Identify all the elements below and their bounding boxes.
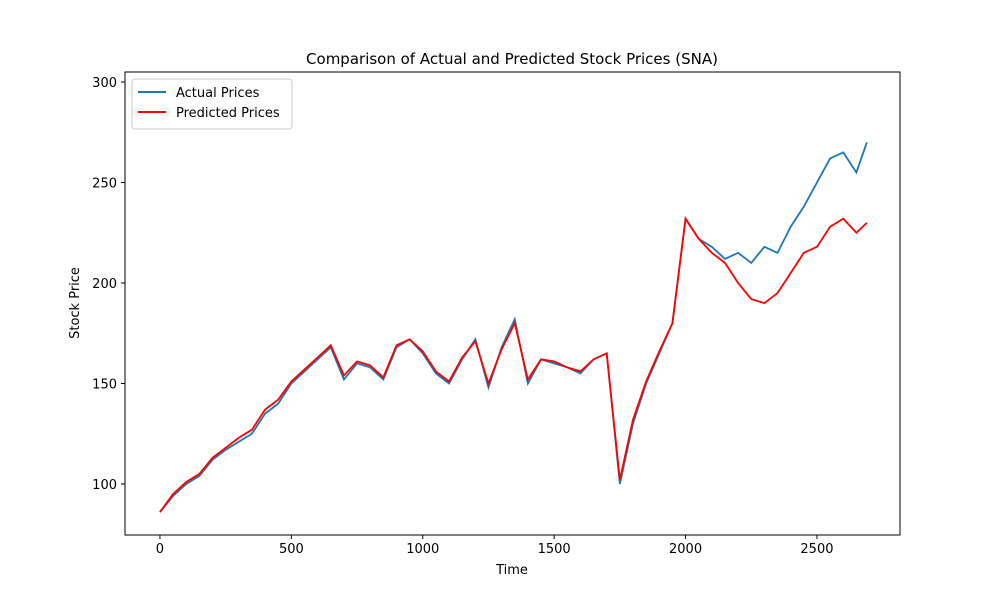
data-line: [159, 142, 868, 513]
x-tick-label: 0: [156, 542, 164, 557]
x-tick-label: 500: [279, 542, 304, 557]
x-tick-label: 2500: [800, 542, 833, 557]
legend-label: Predicted Prices: [176, 106, 280, 121]
x-tick-label: 2000: [669, 542, 702, 557]
y-axis-label: Stock Price: [68, 267, 83, 339]
x-axis-label: Time: [495, 563, 528, 578]
x-tick-label: 1500: [538, 542, 571, 557]
data-line: [159, 216, 868, 513]
y-tick-label: 200: [92, 277, 117, 292]
legend-label: Actual Prices: [176, 86, 260, 101]
y-tick-label: 300: [92, 76, 117, 91]
chart-title: Comparison of Actual and Predicted Stock…: [306, 50, 718, 68]
legend-box: [131, 78, 293, 130]
y-tick-label: 100: [92, 478, 117, 493]
y-tick-label: 250: [92, 177, 117, 192]
plot-frame: [124, 71, 901, 536]
y-tick-label: 150: [92, 377, 117, 392]
x-tick-label: 1000: [406, 542, 439, 557]
